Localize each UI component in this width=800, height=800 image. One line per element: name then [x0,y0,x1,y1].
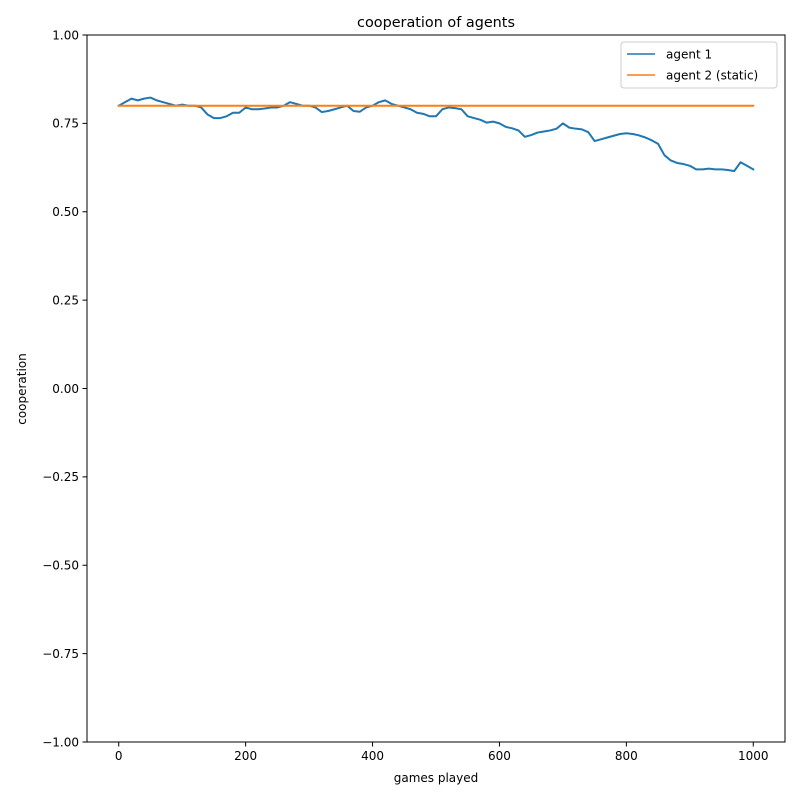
legend: agent 1 agent 2 (static) [620,41,778,89]
x-tick-label: 200 [234,749,257,763]
x-tick-label: 400 [361,749,384,763]
x-tick-label: 0 [115,749,123,763]
series-layer [117,96,755,173]
y-axis-title: cooperation [15,353,29,425]
x-axis-title: games played [394,771,479,785]
legend-box [620,41,778,89]
y-tick-label: 0.50 [52,205,79,219]
axes-layer: 0 200 400 600 800 1000 −1.00 −0.75 −0.50 −0.25 0.0… [42,28,786,763]
x-tick-label: 600 [488,749,511,763]
y-tick-label: −0.25 [42,470,79,484]
y-tick-label: −0.75 [42,647,79,661]
legend-label-agent-1: agent 1 [666,48,712,62]
chart-title: cooperation of agents [357,15,515,31]
legend-label-agent-2: agent 2 (static) [666,69,758,83]
y-tick-label: 0.00 [52,382,79,396]
axes-frame [86,34,786,743]
y-tick-label: 0.25 [52,293,79,307]
x-tick-label: 1000 [738,749,769,763]
y-tick-label: 0.75 [52,117,79,131]
series-line-1 [117,96,755,173]
x-tick-label: 800 [615,749,638,763]
y-tick-label: 1.00 [52,28,79,42]
y-tick-label: −0.50 [42,559,79,573]
y-tick-label: −1.00 [42,735,79,749]
